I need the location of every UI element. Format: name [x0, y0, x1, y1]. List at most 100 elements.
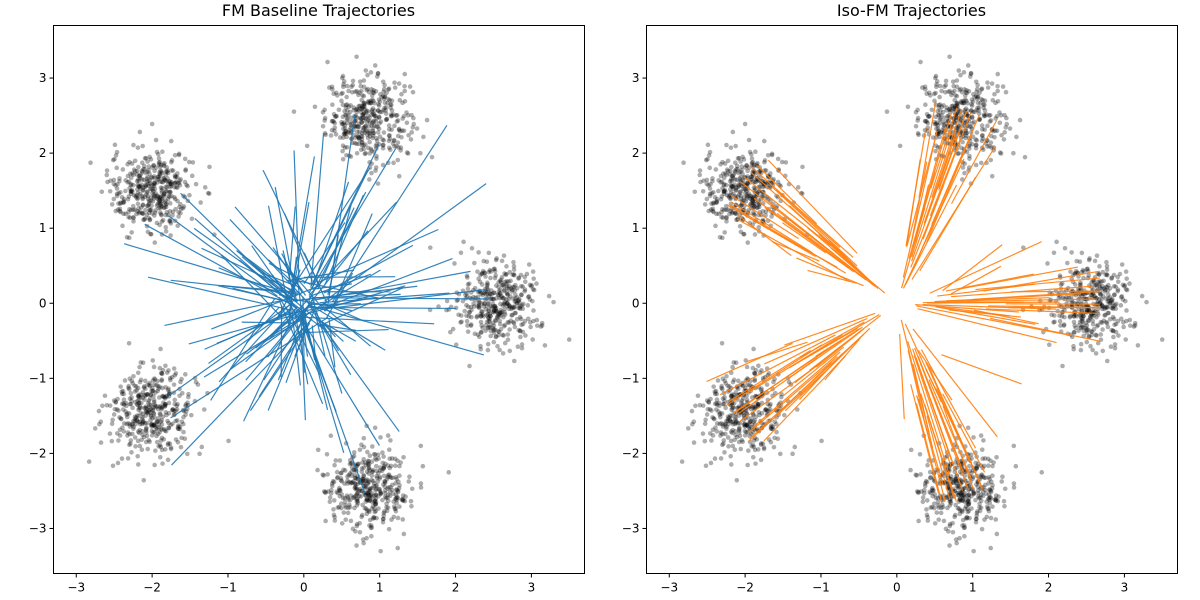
data-point [127, 386, 132, 392]
data-point [364, 477, 369, 482]
data-point [1115, 279, 1121, 285]
data-point [140, 196, 145, 202]
trajectory-line [303, 276, 396, 278]
data-point [1101, 318, 1107, 324]
data-point [120, 223, 125, 229]
data-point [380, 145, 386, 151]
data-point [794, 407, 800, 412]
trajectory-line [911, 126, 954, 258]
trajectory-line [299, 317, 337, 412]
data-point [491, 310, 497, 315]
data-point [130, 431, 135, 437]
data-point [342, 468, 348, 473]
data-point [381, 96, 387, 102]
data-point [328, 433, 334, 439]
data-point [158, 412, 163, 417]
data-point [155, 193, 160, 198]
data-point [151, 163, 156, 168]
data-point [345, 481, 350, 486]
data-point [915, 118, 920, 123]
data-point [498, 311, 503, 316]
data-point [979, 87, 984, 92]
data-point [983, 475, 988, 481]
trajectory-line [318, 286, 404, 327]
data-point [202, 185, 208, 190]
data-point [735, 194, 741, 199]
data-point [121, 200, 127, 205]
data-point [737, 425, 742, 431]
data-point [206, 191, 212, 196]
data-point [929, 107, 935, 113]
data-point [178, 177, 183, 182]
data-point [484, 259, 490, 264]
data-point [360, 104, 366, 110]
data-point [1071, 329, 1077, 335]
data-point [517, 305, 523, 310]
data-point [113, 183, 118, 188]
data-point [105, 179, 110, 185]
data-point [742, 421, 748, 427]
data-point [1104, 259, 1109, 265]
data-point [752, 422, 758, 427]
data-point [485, 347, 491, 353]
data-point [1097, 297, 1102, 302]
data-point [137, 173, 143, 179]
data-point [127, 159, 132, 165]
data-point [1099, 306, 1105, 312]
data-point [122, 378, 128, 383]
data-point [170, 168, 176, 173]
data-point [975, 82, 980, 88]
data-point [124, 411, 130, 416]
data-point [390, 141, 396, 146]
data-point [954, 483, 959, 489]
data-point [738, 400, 744, 405]
data-point [707, 407, 713, 412]
data-point [117, 427, 123, 433]
data-point [977, 505, 982, 510]
trajectory-line [917, 308, 1057, 344]
data-point [962, 525, 968, 530]
data-point [359, 130, 365, 136]
data-point [507, 293, 513, 299]
data-point [728, 187, 733, 192]
data-point [148, 392, 154, 397]
data-point [724, 182, 729, 188]
data-point [390, 491, 396, 496]
data-point [121, 402, 127, 408]
trajectory-line [308, 273, 372, 298]
data-point [932, 505, 937, 511]
data-point [510, 287, 515, 293]
data-point [922, 84, 928, 90]
data-point [153, 405, 159, 410]
data-point [159, 169, 164, 174]
data-point [380, 137, 385, 142]
data-point [936, 128, 942, 134]
data-point [969, 493, 974, 499]
data-point [345, 474, 350, 480]
data-point [1078, 325, 1083, 331]
trajectory-line [775, 189, 841, 248]
data-point [183, 168, 188, 173]
data-point [1110, 328, 1116, 334]
data-point [360, 502, 365, 508]
data-point [369, 499, 375, 505]
data-point [349, 465, 355, 470]
trajectory-line [731, 201, 813, 254]
data-point [170, 407, 176, 412]
data-point [976, 111, 982, 116]
data-point [764, 408, 770, 414]
data-point [513, 298, 519, 304]
data-point [126, 179, 132, 185]
data-point [137, 129, 143, 135]
trajectory-line [929, 138, 961, 217]
data-point [493, 308, 499, 314]
data-point [155, 431, 161, 437]
data-point [331, 507, 336, 512]
data-point [495, 314, 500, 319]
data-point [132, 414, 138, 420]
data-point [1117, 271, 1123, 277]
data-point [385, 463, 391, 468]
data-point [1060, 363, 1065, 369]
data-point [361, 465, 366, 471]
trajectory-line [147, 276, 292, 311]
